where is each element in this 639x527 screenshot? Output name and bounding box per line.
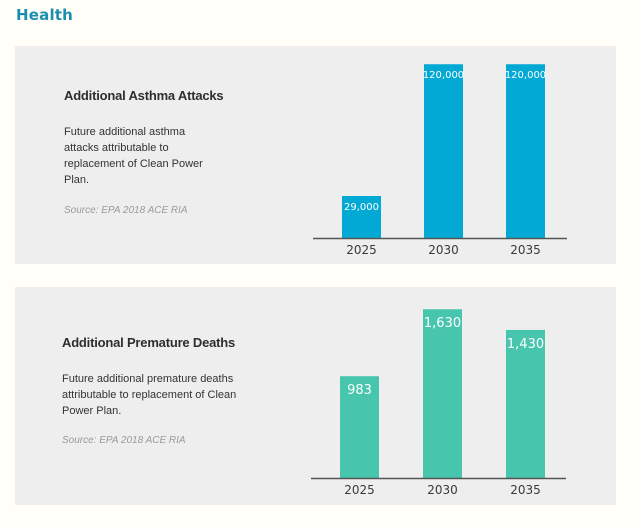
x-tick-label-2025: 2025 [346, 243, 377, 257]
bar-2025 [340, 376, 379, 478]
chart-title: Additional Asthma Attacks [64, 88, 224, 103]
chart-description: Future additional asthma attacks attribu… [64, 126, 203, 186]
premature-deaths-bar-chart: 983 2025 1,630 2030 1,430 2035 [311, 309, 566, 497]
data-label-2030: 1,630 [424, 316, 461, 331]
x-tick-label-2035: 2035 [510, 483, 541, 497]
chart-description: Future additional premature deaths attri… [62, 373, 237, 417]
chart-source: Source: EPA 2018 ACE RIA [62, 435, 186, 446]
premature-deaths-panel: Additional Premature Deaths Future addit… [15, 287, 616, 505]
x-tick-label-2025: 2025 [344, 483, 375, 497]
asthma-attacks-panel: Additional Asthma Attacks Future additio… [15, 46, 616, 264]
bar-2025 [342, 196, 381, 238]
data-label-2035: 1,430 [507, 337, 544, 352]
asthma-attacks-bar-chart: 29,000 2025 120,000 2030 120,000 2035 [313, 64, 567, 257]
chart-source: Source: EPA 2018 ACE RIA [64, 205, 188, 216]
bar-2030 [424, 64, 463, 239]
x-tick-label-2035: 2035 [510, 243, 541, 257]
bar-2035 [506, 329, 545, 478]
data-label-2035: 120,000 [505, 70, 546, 81]
bar-2030 [423, 309, 462, 478]
data-label-2030: 120,000 [423, 70, 464, 81]
chart-title: Additional Premature Deaths [62, 335, 236, 350]
data-label-2025: 29,000 [344, 202, 379, 213]
data-label-2025: 983 [347, 383, 372, 398]
bar-2035 [506, 64, 545, 239]
x-tick-label-2030: 2030 [427, 483, 458, 497]
section-title: Health [16, 6, 74, 24]
x-tick-label-2030: 2030 [428, 243, 459, 257]
